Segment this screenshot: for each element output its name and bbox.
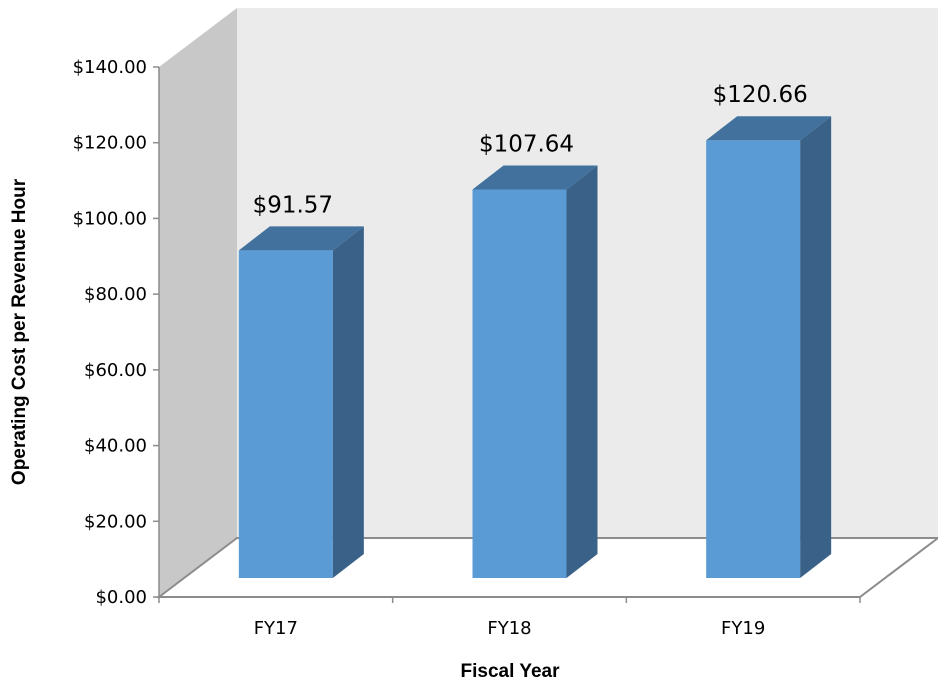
bar — [472, 165, 598, 578]
bar-top-face — [238, 226, 364, 251]
bar — [706, 116, 832, 579]
x-axis-ticks: FY17 FY18 FY19 — [158, 597, 861, 639]
data-labels: $91.57 $107.64 $120.66 — [253, 82, 808, 218]
y-axis-title: Operating Cost per Revenue Hour — [9, 178, 30, 485]
y-tick-label: $80.00 — [84, 284, 147, 305]
bar-front-face — [706, 140, 801, 579]
x-tick-label: FY19 — [721, 618, 765, 639]
bar-side-face — [332, 226, 364, 578]
y-tick-label: $40.00 — [84, 436, 147, 457]
chart-side-wall — [159, 8, 237, 597]
x-tick-label: FY18 — [487, 618, 531, 639]
bar-front-face — [472, 189, 567, 578]
data-label: $107.64 — [479, 132, 574, 158]
bar — [238, 226, 364, 578]
bar-front-face — [238, 250, 333, 578]
x-axis-title: Fiscal Year — [461, 661, 561, 682]
bar-top-face — [472, 165, 598, 190]
bar-series — [238, 116, 832, 579]
y-tick-label: $20.00 — [84, 511, 147, 532]
bar-side-face — [800, 116, 832, 579]
x-tick-label: FY17 — [254, 618, 298, 639]
y-tick-label: $120.00 — [73, 133, 147, 154]
data-label: $120.66 — [713, 82, 808, 108]
y-tick-label: $140.00 — [73, 57, 147, 78]
y-tick-label: $0.00 — [95, 587, 147, 608]
bar-top-face — [706, 116, 832, 141]
bar-side-face — [566, 165, 598, 578]
y-tick-label: $100.00 — [73, 208, 147, 229]
y-axis-ticks: $0.00 $20.00 $40.00 $60.00 $80.00 $100.00 $120… — [73, 57, 159, 608]
y-tick-label: $60.00 — [84, 360, 147, 381]
data-label: $91.57 — [253, 192, 333, 218]
